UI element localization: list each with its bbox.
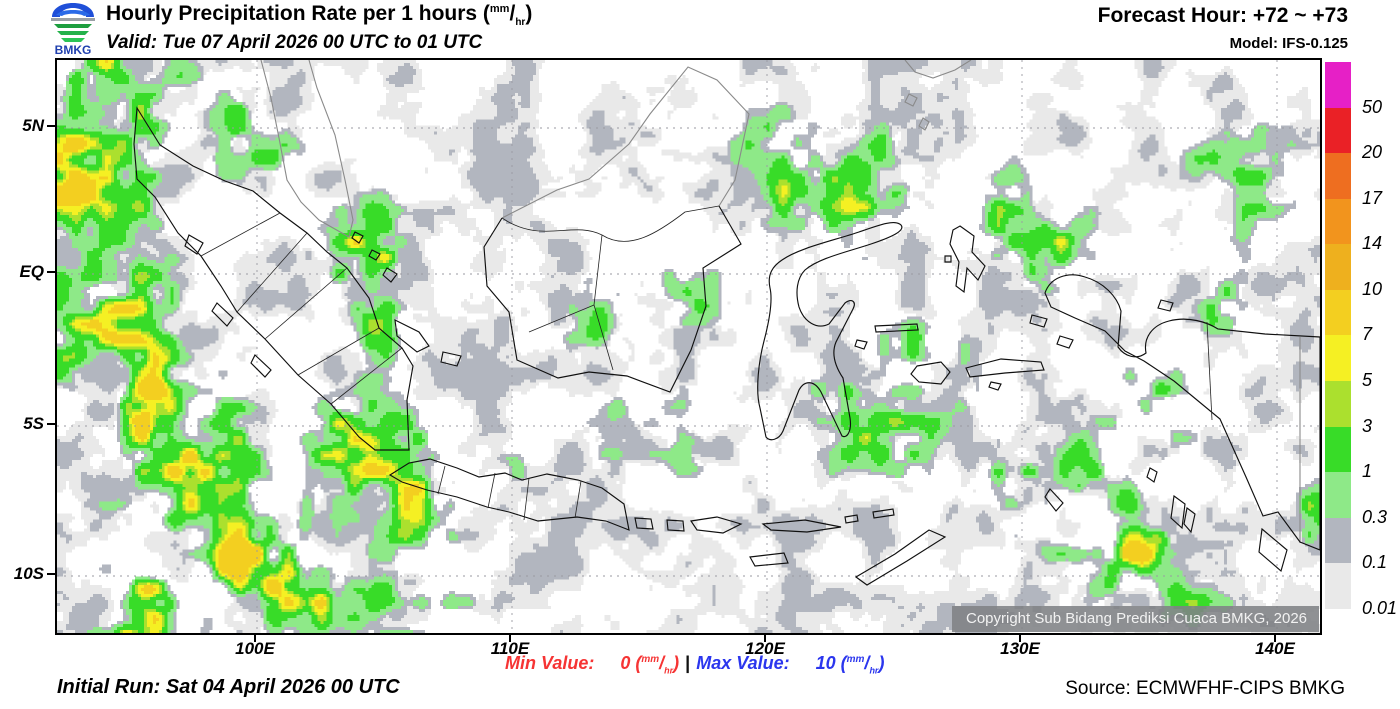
x-axis-label: 110E (490, 639, 530, 658)
bmkg-logo-text: BMKG (55, 43, 92, 57)
legend-color-cell (1325, 62, 1351, 109)
legend-value-label: 7 (1362, 324, 1373, 345)
y-axis-label: 5S (23, 414, 44, 433)
minmax-values: Min Value: 0 (mm/hr) | Max Value: 10 (mm/hr) (505, 653, 884, 676)
legend-color-cell (1325, 517, 1351, 564)
legend-color-cell (1325, 563, 1351, 610)
y-axis-label: 5N (22, 116, 44, 135)
legend-color-cell (1325, 426, 1351, 473)
initial-run-label: Initial Run: Sat 04 April 2026 00 UTC (57, 676, 400, 698)
x-axis-tick (764, 635, 766, 642)
x-axis-label: 120E (745, 639, 785, 658)
coastline-overlay (57, 60, 1320, 633)
legend-value-label: 20 (1362, 142, 1383, 163)
precipitation-raster (57, 60, 1320, 633)
legend-color-cell (1325, 472, 1351, 519)
title-block: Hourly Precipitation Rate per 1 hours (m… (106, 2, 532, 54)
legend-value-label: 5 (1362, 370, 1373, 391)
legend-value-label: 50 (1362, 96, 1383, 117)
copyright-watermark: Copyright Sub Bidang Prediksi Cuaca BMKG… (951, 606, 1319, 632)
legend-color-cell (1325, 381, 1351, 428)
graticule-lines (57, 60, 1320, 633)
y-axis-label: EQ (19, 262, 44, 281)
model-label: Model: IFS-0.125 (1229, 35, 1348, 52)
y-axis-tick (47, 271, 55, 273)
legend-color-cell (1325, 289, 1351, 336)
legend-value-label: 17 (1362, 187, 1383, 208)
legend-value-label: 0.1 (1362, 552, 1388, 573)
x-axis-tick (509, 635, 511, 642)
precipitation-map: Copyright Sub Bidang Prediksi Cuaca BMKG… (55, 58, 1322, 635)
y-axis-label: 10S (13, 564, 44, 583)
indonesia-coastlines (133, 106, 1320, 586)
y-axis-tick (47, 125, 55, 127)
legend-value-label: 0.01 (1362, 597, 1398, 618)
legend-value-label: 14 (1362, 233, 1383, 254)
legend-color-cell (1325, 153, 1351, 200)
min-value: 0 (mm/hr) (620, 653, 680, 676)
legend-value-label: 0.3 (1362, 506, 1388, 527)
bmkg-logo-cloud-icon (51, 3, 95, 42)
x-axis-label: 140E (1255, 639, 1295, 658)
max-value-label: Max Value: (696, 653, 790, 673)
forecast-hour-label: Forecast Hour: +72 ~ +73 (1097, 4, 1348, 27)
x-axis-label: 100E (235, 639, 275, 658)
forecast-info-block: Forecast Hour: +72 ~ +73 Model: IFS-0.12… (1098, 4, 1348, 52)
legend-value-label: 1 (1362, 461, 1373, 482)
min-value-label: Min Value: (505, 653, 595, 673)
foreign-coastlines (260, 60, 1301, 543)
y-axis-tick (47, 573, 55, 575)
legend-color-cell (1325, 107, 1351, 154)
x-axis-label: 130E (1000, 639, 1040, 658)
page-title: Hourly Precipitation Rate per 1 hours (m… (106, 2, 533, 29)
legend-color-cell (1325, 244, 1351, 291)
x-axis-tick (1274, 635, 1276, 642)
x-axis-tick (1019, 635, 1021, 642)
minmax-separator: | (685, 653, 691, 673)
y-axis-tick (47, 423, 55, 425)
legend-value-label: 10 (1362, 278, 1383, 299)
source-label: Source: ECMWFHF-CIPS BMKG (1065, 678, 1345, 699)
legend-color-cell (1325, 198, 1351, 245)
legend-value-label: 3 (1362, 415, 1373, 436)
valid-time-subtitle: Valid: Tue 07 April 2026 00 UTC to 01 UT… (106, 32, 483, 54)
bmkg-logo: BMKG (51, 3, 95, 57)
legend-color-cell (1325, 335, 1351, 382)
admin-borders (200, 205, 1213, 521)
max-value: 10 (mm/hr) (815, 653, 885, 676)
x-axis-tick (254, 635, 256, 642)
